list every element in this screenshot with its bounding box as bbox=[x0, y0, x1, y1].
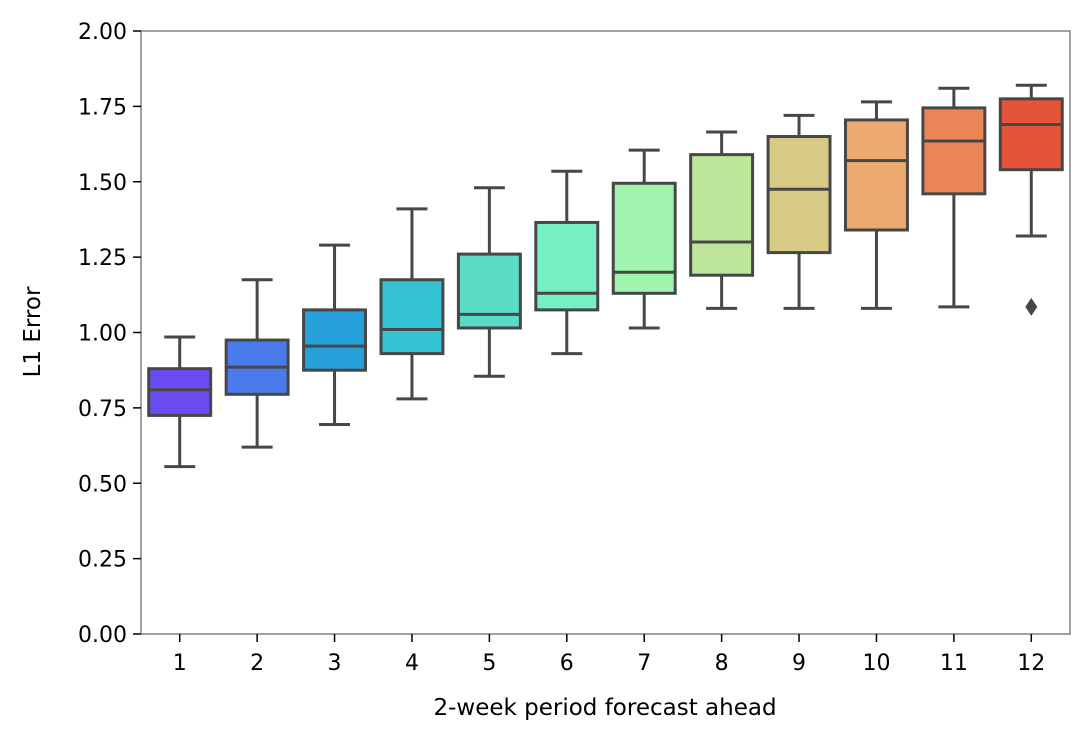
x-tick-label: 4 bbox=[405, 651, 419, 676]
box-body bbox=[302, 308, 368, 372]
x-tick-label: 3 bbox=[328, 651, 342, 676]
x-tick-label: 11 bbox=[940, 651, 968, 676]
outlier-point bbox=[1025, 297, 1038, 316]
y-axis-label: L1 Error bbox=[20, 286, 46, 377]
box-body bbox=[456, 252, 522, 330]
box-body bbox=[611, 181, 677, 295]
box-11 bbox=[921, 86, 987, 309]
box-body bbox=[689, 153, 755, 277]
y-tick-label: 0.25 bbox=[78, 548, 127, 573]
box-body bbox=[843, 118, 909, 232]
y-tick-label: 1.00 bbox=[78, 322, 127, 347]
x-tick-label: 8 bbox=[715, 651, 729, 676]
box-12 bbox=[998, 83, 1064, 316]
y-tick-label: 0.00 bbox=[78, 623, 127, 648]
box-2 bbox=[224, 278, 290, 449]
y-tick-label: 0.75 bbox=[78, 397, 127, 422]
x-tick-label: 9 bbox=[792, 651, 806, 676]
y-tick-label: 1.25 bbox=[78, 246, 127, 271]
x-tick-label: 2 bbox=[250, 651, 264, 676]
box-6 bbox=[534, 169, 600, 356]
box-1 bbox=[147, 335, 213, 469]
box-body bbox=[921, 106, 987, 196]
box-body bbox=[534, 220, 600, 312]
box-body bbox=[147, 367, 213, 417]
box-7 bbox=[611, 148, 677, 330]
box-5 bbox=[456, 186, 522, 378]
x-tick-label: 1 bbox=[173, 651, 187, 676]
box-4 bbox=[379, 207, 445, 401]
box-9 bbox=[766, 113, 832, 310]
x-tick-label: 12 bbox=[1017, 651, 1045, 676]
x-tick-label: 10 bbox=[862, 651, 890, 676]
y-tick-label: 1.50 bbox=[78, 171, 127, 196]
box-body bbox=[766, 135, 832, 255]
y-tick-label: 2.00 bbox=[78, 20, 127, 45]
axes-layer: 0.000.250.500.751.001.251.501.752.001 2 3 4… bbox=[78, 20, 1071, 676]
boxes-layer bbox=[147, 83, 1064, 469]
box-body bbox=[379, 278, 445, 356]
box-10 bbox=[843, 100, 909, 310]
box-3 bbox=[302, 243, 368, 426]
x-tick-label: 6 bbox=[560, 651, 574, 676]
y-tick-label: 1.75 bbox=[78, 95, 127, 120]
x-tick-label: 7 bbox=[637, 651, 651, 676]
x-tick-label: 5 bbox=[482, 651, 496, 676]
x-axis-label: 2-week period forecast ahead bbox=[433, 695, 776, 721]
box-8 bbox=[689, 130, 755, 310]
y-tick-label: 0.50 bbox=[78, 472, 127, 497]
box-body bbox=[998, 97, 1064, 172]
